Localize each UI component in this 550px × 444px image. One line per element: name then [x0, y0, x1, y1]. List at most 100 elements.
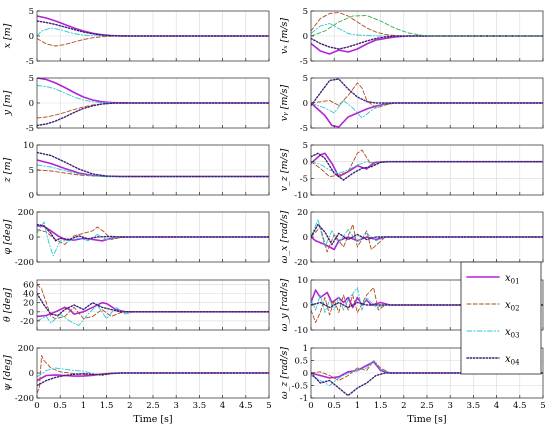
x-tick-label: 1 — [355, 401, 360, 411]
series-line-x02 — [37, 355, 269, 394]
y-tick-label: -20 — [294, 258, 308, 268]
y-tick-label: 1 — [303, 344, 308, 354]
panel-z: 0 5 10 z [m] — [2, 141, 270, 201]
y-axis-label: v_z [m/s] — [279, 148, 290, 191]
series-group — [37, 78, 269, 127]
y-tick-label: -5 — [26, 57, 34, 67]
series-line-x02 — [311, 360, 543, 381]
y-axis-label: vᵧ [m/s] — [279, 84, 290, 121]
x-tick-label: 0 — [308, 401, 313, 411]
y-tick-label: -1 — [300, 394, 308, 404]
series-line-x03 — [311, 287, 543, 313]
y-tick-label: 5 — [29, 74, 34, 84]
y-axis-label: φ [deg] — [2, 219, 13, 254]
y-tick-label: 0 — [29, 369, 34, 379]
series-line-x03 — [37, 304, 269, 326]
x-tick-label: 0 — [34, 401, 39, 411]
y-tick-label: -0.5 — [292, 382, 308, 392]
legend-label-x01: x01 — [505, 273, 520, 286]
x-tick-label: 5 — [266, 401, 271, 411]
series-line-x02 — [311, 12, 543, 37]
y-tick-label: 0 — [303, 32, 308, 42]
y-tick-label: 10 — [23, 141, 34, 151]
legend: x01 x02 x03 x04 — [460, 261, 542, 375]
y-axis-label: ω_y [rad/s] — [279, 278, 290, 331]
y-tick-label: 200 — [18, 208, 34, 218]
series-line-x03 — [37, 27, 269, 37]
x-tick-label: 4.5 — [239, 401, 253, 411]
y-tick-label: 200 — [18, 344, 34, 354]
series-line-x04 — [37, 292, 269, 317]
series-group — [37, 15, 269, 47]
series-line-x01 — [311, 236, 543, 251]
panel-x: -5 0 5 x [m] — [2, 7, 270, 67]
series-line-x03 — [311, 100, 543, 119]
x-tick-label: 4.5 — [513, 401, 527, 411]
y-axis-label: θ [deg] — [2, 288, 13, 322]
panel-wz: -1-0.500.510 0.5 1 1.5 2 2.5 3 3.5 4 4.5 5ω_z [rad… — [279, 344, 546, 425]
y-axis-label: ω_x [rad/s] — [279, 210, 290, 263]
x-tick-label: 1.5 — [374, 401, 388, 411]
series-group — [311, 219, 543, 253]
series-line-x02 — [311, 149, 543, 178]
y-tick-label: 0 — [29, 233, 34, 243]
y-tick-label: 5 — [303, 74, 308, 84]
x-tick-label: 2.5 — [420, 401, 434, 411]
series-line-x04 — [311, 78, 543, 107]
panel-phi: -200 0 200 φ [deg] — [2, 208, 270, 268]
series-line-x03 — [37, 367, 269, 378]
x-tick-label: 2 — [127, 401, 132, 411]
x-tick-label: 3 — [173, 401, 178, 411]
x-tick-label: 2 — [401, 401, 406, 411]
series-group — [37, 355, 269, 394]
y-tick-label: 60 — [23, 281, 34, 291]
series-group — [311, 12, 543, 55]
y-axis-label: vₓ [m/s] — [279, 18, 290, 55]
series-line-x02 — [311, 82, 543, 109]
x-tick-label: 4 — [220, 401, 225, 411]
y-tick-label: 0 — [29, 32, 34, 42]
series-line-x02 — [37, 102, 269, 119]
y-tick-label: -5 — [26, 124, 34, 134]
x-tick-label: 5 — [540, 401, 545, 411]
series-line-x01 — [311, 35, 543, 55]
legend-label-x03: x03 — [505, 327, 520, 340]
x-tick-label: 1.5 — [100, 401, 114, 411]
series-line-x03 — [311, 219, 543, 248]
y-tick-label: 0 — [303, 369, 308, 379]
y-tick-label: 5 — [303, 141, 308, 151]
series-line-x04 — [311, 372, 543, 397]
y-tick-label: 0 — [29, 308, 34, 318]
x-tick-label: 0.5 — [53, 401, 67, 411]
x-tick-label: 4 — [494, 401, 499, 411]
series-line-x01 — [311, 102, 543, 128]
legend-label-x04: x04 — [505, 354, 520, 367]
y-tick-label: -200 — [15, 394, 34, 404]
series-line-x02 — [311, 287, 543, 323]
series-line-x05 — [311, 15, 543, 37]
y-axis-label: x [m] — [2, 23, 13, 48]
series-line-x04 — [311, 152, 543, 181]
series-group — [37, 221, 269, 257]
series-group — [37, 284, 269, 326]
y-tick-label: -200 — [15, 258, 34, 268]
y-tick-label: 5 — [29, 7, 34, 17]
panel-wx: -20 0 20 ω_x [rad/s] — [279, 208, 544, 268]
y-tick-label: 0 — [29, 99, 34, 109]
y-tick-label: -10 — [294, 326, 308, 336]
series-line-x04 — [311, 223, 543, 246]
x-tick-label: 3.5 — [467, 401, 481, 411]
series-line-x03 — [311, 23, 543, 37]
x-tick-label: 3 — [447, 401, 452, 411]
y-tick-label: -20 — [20, 317, 34, 327]
series-group — [311, 287, 543, 323]
legend-box — [460, 261, 542, 375]
x-axis-label: Time [s] — [133, 414, 172, 425]
y-axis-label: ψ [deg] — [2, 355, 13, 391]
series-line-x04 — [37, 151, 269, 178]
x-tick-label: 0.5 — [327, 401, 341, 411]
y-axis-label: z [m] — [2, 157, 13, 183]
y-tick-label: -5 — [300, 124, 308, 134]
